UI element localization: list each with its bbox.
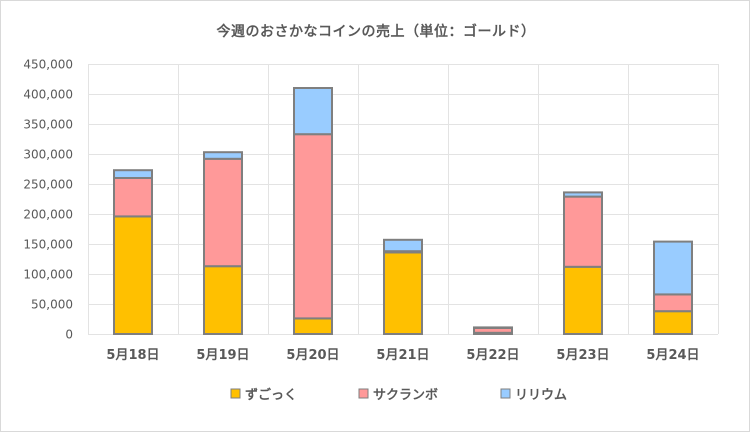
bar-stack xyxy=(563,191,603,335)
bar-segment xyxy=(203,265,243,336)
bar-segment xyxy=(383,251,423,335)
y-tick-label: 300,000 xyxy=(23,148,73,162)
x-tick-label: 5月22日 xyxy=(466,348,519,363)
y-tick-label: 150,000 xyxy=(23,238,73,252)
bar-stack xyxy=(473,326,513,335)
legend-item: リリウム xyxy=(500,388,567,403)
bar-segment xyxy=(293,87,333,136)
legend-swatch-icon xyxy=(500,388,511,399)
bar-segment xyxy=(563,195,603,268)
bar-segment xyxy=(203,151,243,160)
y-axis: 0 50,000 100,000 150,000 200,000 250,000 300,0… xyxy=(23,58,73,342)
legend-swatch-icon xyxy=(358,388,369,399)
bar-stack xyxy=(383,238,423,335)
chart-title: 今週のおさかなコインの売上（単位：ゴールド） xyxy=(216,24,536,40)
legend-item: サクランボ xyxy=(358,387,438,403)
y-tick-label: 100,000 xyxy=(23,268,73,282)
legend: ずごっく サクランボ リリウム xyxy=(230,387,567,403)
bar-segment xyxy=(563,191,603,198)
x-tick-label: 5月20日 xyxy=(286,348,339,363)
y-tick-label: 200,000 xyxy=(23,208,73,222)
bar-segment xyxy=(293,133,333,320)
x-tick-label: 5月23日 xyxy=(556,348,609,363)
x-tick-label: 5月21日 xyxy=(376,348,429,363)
legend-label: ずごっく xyxy=(245,387,297,403)
bar-segment xyxy=(383,238,423,253)
bar-stack xyxy=(113,169,153,335)
bar-segment xyxy=(113,215,153,335)
y-tick-label: 350,000 xyxy=(23,118,73,132)
bar-segment xyxy=(113,169,153,179)
bar-segment xyxy=(563,265,603,335)
y-tick-label: 0 xyxy=(65,328,73,342)
y-tick-label: 250,000 xyxy=(23,178,73,192)
x-axis: 5月18日 5月19日 5月20日 5月21日 5月22日 5月23日 5月24日 xyxy=(106,348,699,363)
bar-segment xyxy=(293,317,333,335)
legend-label: リリウム xyxy=(515,388,567,403)
y-tick-label: 400,000 xyxy=(23,88,73,102)
legend-item: ずごっく xyxy=(230,387,297,403)
legend-label: サクランボ xyxy=(373,387,438,403)
bar-segment xyxy=(653,310,693,336)
bar-segment xyxy=(203,157,243,268)
x-tick-label: 5月18日 xyxy=(106,348,159,363)
bars xyxy=(113,87,693,336)
bar-segment xyxy=(653,293,693,313)
x-tick-label: 5月24日 xyxy=(646,348,699,363)
x-tick-label: 5月19日 xyxy=(196,348,249,363)
y-tick-label: 450,000 xyxy=(23,58,73,72)
bar-stack xyxy=(653,240,693,336)
bar-segment xyxy=(113,177,153,218)
legend-swatch-icon xyxy=(230,388,241,399)
bar-segment xyxy=(653,240,693,296)
bar-segment xyxy=(473,326,513,329)
bar-stack xyxy=(293,87,333,335)
bar-stack xyxy=(203,151,243,336)
y-tick-label: 50,000 xyxy=(31,298,73,312)
